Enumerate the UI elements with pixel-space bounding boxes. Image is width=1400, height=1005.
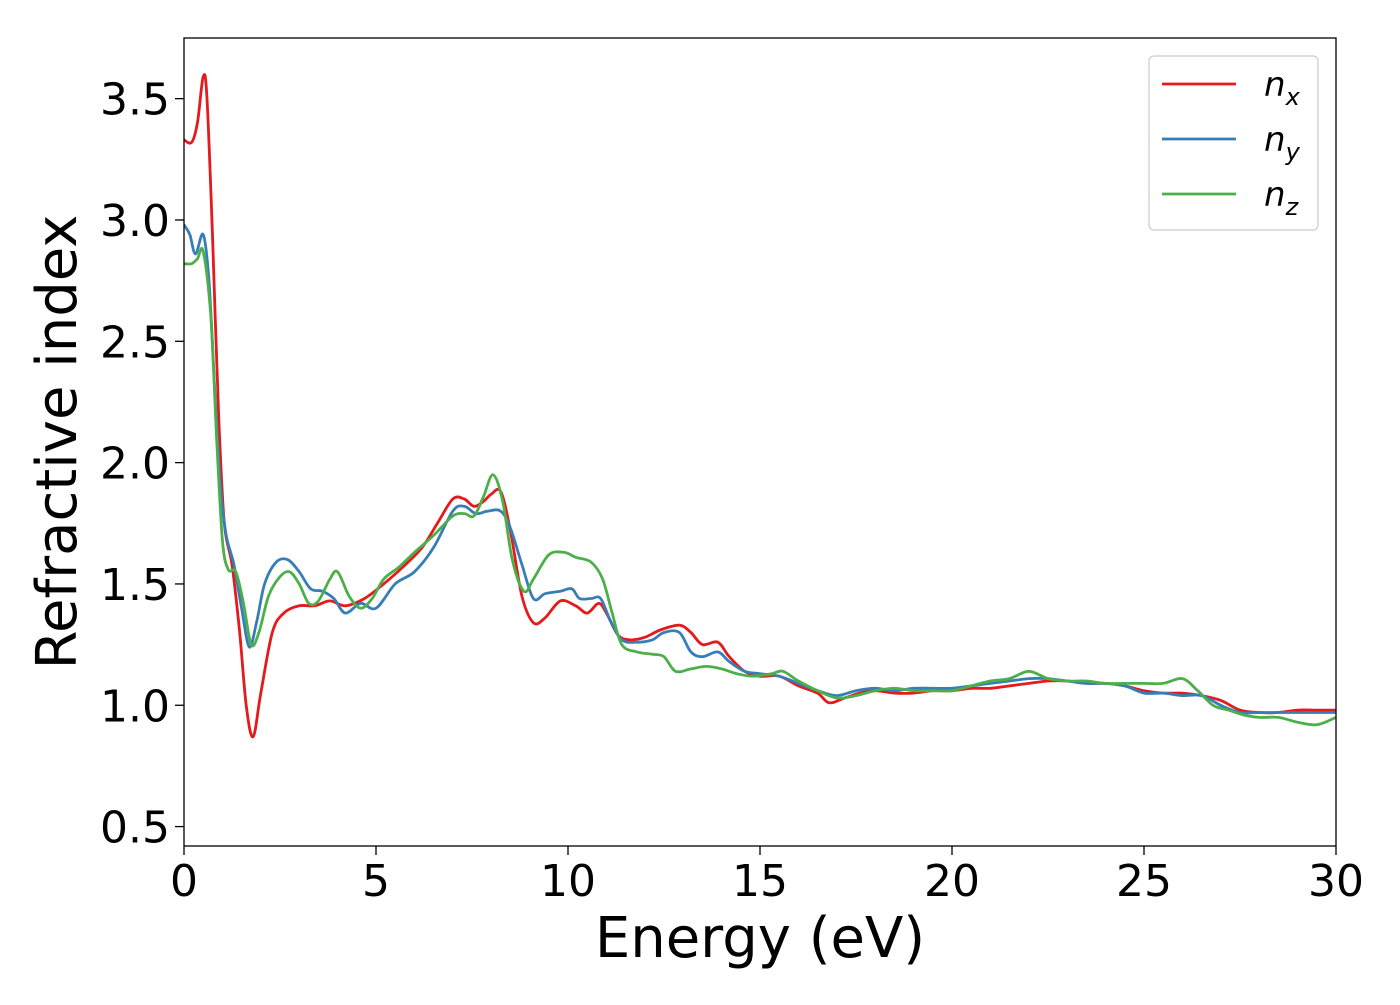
series-layer: [184, 73, 1336, 739]
legend-label-ny: ny: [1264, 120, 1301, 166]
y-tick-label: 3.5: [100, 75, 170, 126]
ticks-layer: 0 5 10 15 20 25 30 0.5 1.0 1.5 2.0 2.5 3.0 3.5: [100, 75, 1364, 907]
x-tick-label: 0: [170, 856, 198, 907]
y-tick-label: 1.0: [100, 681, 170, 732]
legend-label-subscript: x: [1285, 83, 1301, 111]
series-line-nz: [184, 246, 1336, 727]
legend-label-base: n: [1264, 120, 1286, 160]
legend-label-base: n: [1264, 175, 1286, 215]
y-tick-label: 2.5: [100, 317, 170, 368]
x-tick-label: 30: [1308, 856, 1364, 907]
x-tick-label: 15: [732, 856, 788, 907]
legend-label-nx: nx: [1264, 65, 1301, 111]
x-tick-label: 10: [540, 856, 596, 907]
legend-label-subscript: y: [1285, 138, 1301, 166]
y-tick-label: 1.5: [100, 560, 170, 611]
x-tick-label: 25: [1116, 856, 1172, 907]
x-tick-label: 5: [362, 856, 390, 907]
series-line-ny: [184, 223, 1336, 715]
x-tick-label: 20: [924, 856, 980, 907]
x-axis-title: Energy (eV): [595, 906, 925, 971]
y-tick-label: 2.0: [100, 439, 170, 490]
y-tick-label: 3.0: [100, 196, 170, 247]
legend-label-nz: nz: [1264, 175, 1300, 221]
legend-label-subscript: z: [1285, 193, 1300, 221]
y-axis-title: Refractive index: [25, 215, 90, 670]
legend-label-base: n: [1264, 65, 1286, 105]
legend-box: [1148, 55, 1319, 231]
y-tick-label: 0.5: [100, 803, 170, 854]
